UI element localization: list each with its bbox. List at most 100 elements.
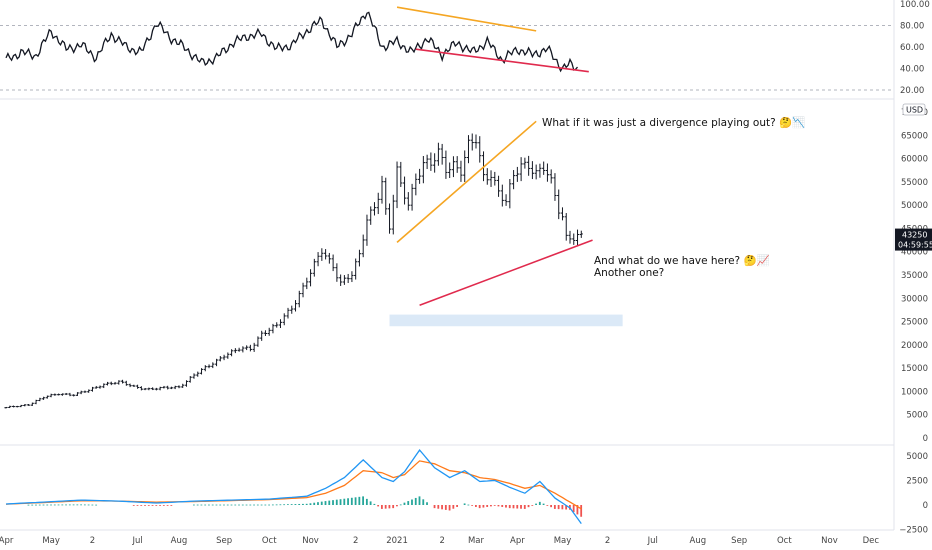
price-bar [429,152,433,171]
time-tick-label: Aug [690,536,707,546]
macd-histogram-bar [553,505,556,509]
price-bar [117,380,121,385]
time-tick-label: 2 [605,536,610,546]
macd-histogram-bar [31,504,34,506]
macd-histogram-bar [561,505,564,510]
macd-histogram-bar [433,505,436,509]
macd-histogram-bar [132,505,135,506]
price-bar [372,202,377,216]
macd-histogram-bar [170,505,173,506]
time-tick-label: Nov [821,536,838,546]
macd-histogram-bar [155,505,158,506]
price-bar [301,282,305,298]
macd-histogram-bar [354,497,357,505]
price-bar [203,365,207,372]
price-bar [290,305,294,314]
macd-histogram-bar [249,504,252,506]
macd-histogram-bar [151,505,154,506]
price-tick-label: 0 [923,434,928,444]
macd-histogram-bar [486,505,489,507]
macd-indicator [5,449,583,524]
price-bar [549,169,553,184]
price-bar [26,404,31,406]
macd-histogram-bar [411,499,413,505]
macd-histogram-bar [159,505,161,506]
macd-histogram-bar [57,504,60,506]
price-bar [448,162,452,178]
currency-badge[interactable] [902,103,926,116]
price-bar [214,358,219,367]
price-bar [192,373,196,379]
macd-histogram-bar [162,505,165,506]
price-bar [560,207,565,221]
price-bar [410,183,414,211]
macd-histogram-bar [196,504,199,506]
price-bar [162,385,166,389]
rsi-indicator [5,11,578,73]
price-bar [527,155,531,176]
price-bar [335,263,339,282]
rsi-support-trendline[interactable] [415,48,589,73]
price-bar [199,368,204,375]
price-bar [308,269,313,287]
macd-histogram-bar [362,496,364,505]
price-bar [305,277,309,290]
price-bar [320,248,324,261]
price-bar [523,157,527,169]
price-tick-label: 35000 [901,271,928,281]
price-bar [350,271,354,283]
macd-histogram-bar [550,505,552,508]
rsi-falling-trendline[interactable] [396,6,537,32]
price-bar [414,173,418,196]
macd-histogram-bar [467,504,470,506]
macd-histogram-bar [508,505,511,509]
price-bar [346,273,350,284]
price-bar [357,249,362,267]
macd-histogram-bar [234,504,237,506]
price-bar [241,346,245,353]
price-bar [139,386,143,391]
price-bar [105,381,110,386]
support-zone [389,314,623,327]
macd-histogram-bar [576,505,579,515]
macd-histogram-bar [572,505,575,513]
macd-histogram-bar [294,504,297,505]
macd-histogram-bar [317,502,319,505]
price-bar [286,307,290,319]
price-rising-trendline[interactable] [396,120,537,244]
time-tick-label: Apr [510,536,525,546]
rsi-tick-label: 40.00 [900,65,924,75]
price-bar [79,390,83,395]
macd-histogram-bar [448,505,451,511]
price-bar [399,161,403,187]
price-bar [534,164,538,180]
time-tick-label: Sep [216,536,232,546]
price-bar [470,133,474,151]
macd-histogram-bar [268,504,270,506]
macd-histogram-bar [347,498,349,505]
time-tick-label: 2 [439,536,444,546]
macd-histogram-bar [358,496,361,505]
macd-histogram-bar [53,504,56,506]
macd-histogram-bar [298,503,301,505]
macd-histogram-bar [441,505,443,510]
macd-histogram-bar [83,504,86,506]
price-bar [271,323,275,334]
macd-histogram-bar [226,504,229,506]
macd-histogram-bar [538,501,541,505]
price-bar [324,249,328,260]
macd-tick-label: 0 [923,501,928,511]
price-bar [538,163,542,178]
macd-histogram-bar [332,500,334,505]
price-bar [263,330,268,336]
price-bar [459,160,463,182]
price-bar [440,143,444,165]
macd-histogram-bar [580,505,583,517]
price-bar [218,356,222,362]
price-bar [493,171,497,186]
macd-histogram-bar [253,504,255,506]
price-bar [245,345,249,351]
price-bar [60,393,64,396]
price-bar [98,385,102,389]
price-support-trendline[interactable] [419,239,593,307]
